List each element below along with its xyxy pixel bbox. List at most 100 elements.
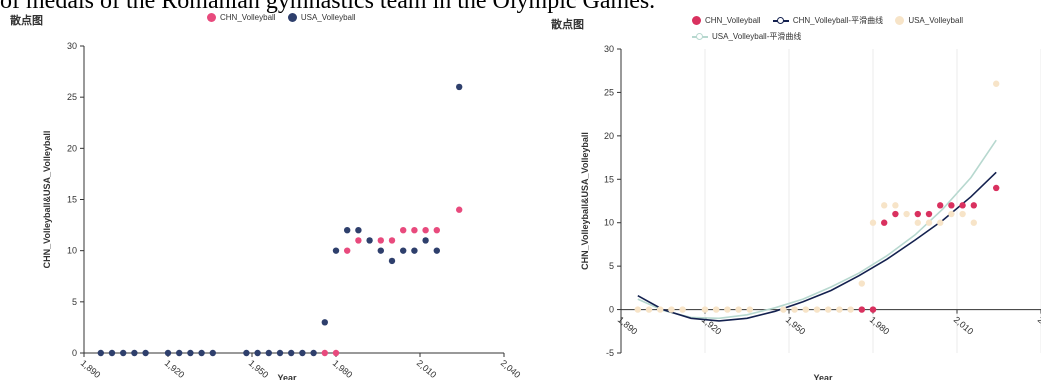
data-point (713, 306, 720, 313)
data-point (881, 202, 888, 209)
chart-title-right: 散点图 (551, 19, 584, 31)
chart-panel-right: 散点图 CHN_Volleyball CHN_Volleyball-平滑曲线 U… (532, 0, 1041, 380)
data-point (377, 237, 384, 244)
x-tick-label: 1,980 (331, 358, 355, 380)
data-point (108, 349, 116, 357)
data-point (131, 349, 138, 357)
data-point (97, 349, 105, 357)
legend-label: CHN_Volleyball (705, 16, 761, 25)
data-point (142, 349, 149, 357)
data-point (288, 349, 295, 357)
data-point (265, 349, 272, 357)
header-text: of medals of the Romanian gymnastics tea… (0, 0, 656, 14)
legend-label: USA_Volleyball-平滑曲线 (712, 32, 802, 41)
legend-dot-icon (207, 13, 216, 22)
data-point (400, 247, 407, 254)
legend-item-usa[interactable]: USA_Volleyball (895, 16, 963, 25)
y-tick-label: 0 (609, 305, 614, 315)
legend-dot-icon (287, 13, 297, 22)
data-point (355, 227, 362, 234)
legend-item-chn[interactable]: CHN_Volleyball (207, 13, 276, 22)
data-point (456, 83, 463, 91)
data-point (344, 227, 351, 234)
data-point (388, 237, 396, 244)
y-tick-label: 15 (67, 195, 77, 205)
data-point (892, 210, 899, 218)
data-point (321, 349, 328, 357)
data-point (187, 349, 194, 357)
legend-item-usa-curve[interactable]: USA_Volleyball-平滑曲线 (692, 31, 801, 42)
data-point (903, 210, 910, 218)
data-point (355, 237, 362, 244)
y-tick-label: 10 (67, 246, 77, 256)
data-point (914, 219, 921, 226)
data-point (310, 349, 317, 357)
data-point (735, 306, 742, 313)
data-point (858, 280, 865, 287)
x-tick-label: 1,890 (79, 358, 103, 380)
y-tick-label: 0 (72, 348, 77, 358)
data-point (120, 349, 127, 357)
data-point (254, 349, 261, 357)
data-point (411, 247, 418, 254)
y-axis-title: CHN_Volleyball&USA_Volleyball (580, 132, 590, 270)
data-point (209, 349, 216, 357)
data-point (243, 349, 250, 357)
scatter-plot-left: 0 5 10 15 20 25 30 1,890 1,920 1,950 1,980 2,010 2,0… (42, 41, 522, 380)
data-point (668, 306, 675, 313)
legend-item-chn[interactable]: CHN_Volleyball (692, 16, 761, 25)
data-point (937, 219, 944, 226)
data-point (959, 202, 966, 209)
data-point (780, 306, 787, 313)
data-point (948, 202, 955, 209)
data-point (993, 184, 1000, 192)
x-tick-label: 2,040 (1036, 314, 1041, 336)
data-point (836, 306, 843, 313)
legend-label: USA_Volleyball (300, 13, 356, 22)
data-point (456, 206, 463, 213)
data-point (802, 306, 809, 313)
data-point (847, 306, 854, 313)
y-tick-label: 10 (604, 218, 614, 228)
legend-line-icon (772, 16, 789, 25)
x-tick-label: 1,920 (163, 358, 187, 380)
x-tick-label: 1,950 (784, 314, 808, 336)
data-point (164, 349, 172, 357)
data-point (276, 349, 284, 357)
data-point (321, 319, 328, 326)
data-point (634, 306, 641, 313)
data-point (332, 247, 340, 254)
data-point (701, 306, 709, 313)
legend-label: CHN_Volleyball-平滑曲线 (792, 16, 884, 25)
legend-dot-icon (895, 16, 905, 25)
legend-label: CHN_Volleyball (220, 13, 276, 22)
data-point (970, 219, 977, 226)
y-axis-title: CHN_Volleyball&USA_Volleyball (42, 131, 52, 269)
legend-label: USA_Volleyball (908, 16, 964, 25)
legend-item-chn-curve[interactable]: CHN_Volleyball-平滑曲线 (772, 15, 884, 26)
data-point (422, 237, 429, 244)
y-tick-label: 30 (67, 41, 77, 51)
data-point (377, 247, 384, 254)
data-point (299, 349, 306, 357)
data-point (176, 349, 183, 357)
legend-item-usa[interactable]: USA_Volleyball (287, 13, 356, 22)
data-point (422, 227, 429, 234)
data-point (400, 227, 407, 234)
data-point (993, 80, 1000, 87)
data-point (791, 306, 798, 313)
data-point (825, 306, 832, 313)
data-point (937, 202, 944, 209)
x-tick-label: 1,950 (247, 358, 271, 380)
data-point (925, 219, 933, 226)
data-point (970, 202, 977, 209)
data-point (914, 210, 921, 218)
data-point (858, 306, 865, 313)
data-point (411, 227, 418, 234)
chart-panel-left: 散点图 CHN_Volleyball USA_Volleyball 0 5 10 15… (10, 13, 522, 380)
y-tick-label: 30 (604, 44, 614, 54)
data-point (869, 306, 877, 313)
data-point (433, 247, 440, 254)
data-point (959, 210, 966, 218)
data-point (724, 306, 731, 313)
